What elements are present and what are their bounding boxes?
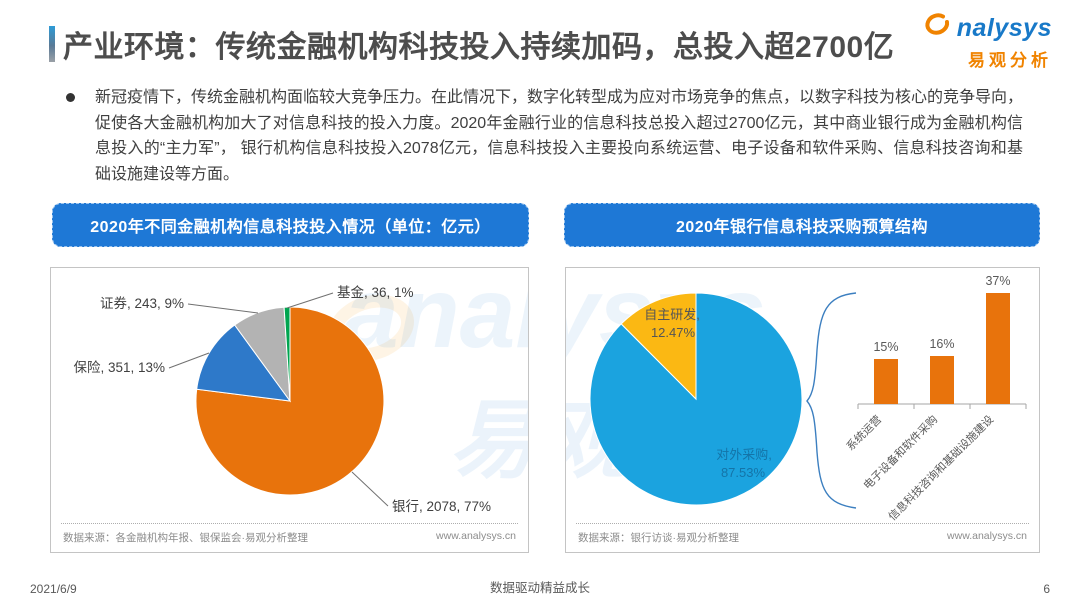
left-chart-panel: analysys 易观 银行, 2078, 77%保险, 351, 13%证券,… [50,267,529,553]
left-source-text: 数据来源：各金融机构年报、银保监会·易观分析整理 [63,532,308,544]
pie-pct-对外采购: 87.53% [721,465,766,480]
pie-label-对外采购: 对外采购, [716,447,772,462]
logo-swirl-icon [923,12,955,45]
bar-category-label: 系统运营 [843,412,884,453]
bar-value-label: 37% [985,274,1010,288]
divider [576,523,1029,524]
logo-brand-text: nalysys [956,14,1052,42]
brace-connector [806,292,857,509]
divider [61,523,518,524]
right-chart-title-banner: 2020年银行信息科技采购预算结构 [564,203,1040,247]
leader-line-基金 [286,292,334,309]
bar-value-label: 16% [929,337,954,351]
pie-chart-institution-it-spend: 银行, 2078, 77% 保险, 351, 13% 证券, 243, 9% 基金, … [73,284,491,514]
right-source-text: 数据来源：银行访谈·易观分析整理 [578,532,739,544]
right-site-text: www.analysys.cn [947,530,1027,542]
analysys-logo: nalysys 易观分析 [923,12,1052,71]
pie-slice-自主研发 [620,292,697,401]
logo-cn-text: 易观分析 [968,51,1052,70]
bar-信息科技咨询和基础设施建设 [986,293,1010,404]
bullet-icon [66,93,75,102]
leader-line-银行 [351,471,389,507]
bar-category-label: 信息科技咨询和基础设施建设 [885,412,996,523]
bar-value-label: 15% [873,340,898,354]
pie-label-银行: 银行, 2078, 77% [392,499,491,514]
right-chart-panel: analysys 易观 对外采购,87.53%自主研发,12.47%15%系统运… [565,267,1040,553]
pie-label-保险: 保险, 351, 13% [73,360,165,375]
pie-label-基金: 基金, 36, 1% [337,284,414,300]
leader-line-保险 [168,352,210,369]
bar-电子设备和软件采购 [930,356,954,404]
summary-paragraph: 新冠疫情下，传统金融机构面临较大竞争压力。在此情况下，数字化转型成为应对市场竞争… [95,89,1024,183]
footer-slogan: 数据驱动精益成长 [489,581,590,595]
footer-date: 2021/6/9 [30,582,77,596]
pie-label-自主研发: 自主研发, [644,307,700,322]
pie-and-bar-chart-bank-procurement: 对外采购,87.53%自主研发,12.47%15%系统运营16%电子设备和软件采… [589,274,1027,523]
footer-page-number: 6 [1043,582,1050,596]
pie-pct-自主研发: 12.47% [651,325,696,340]
pie-label-证券: 证券, 243, 9% [100,296,184,311]
left-chart-title-banner: 2020年不同金融机构信息科技投入情况（单位：亿元） [52,203,529,247]
bar-系统运营 [874,359,898,404]
title-accent-bar [49,26,55,62]
page-title: 产业环境：传统金融机构科技投入持续加码，总投入超2700亿 [63,31,895,64]
left-site-text: www.analysys.cn [436,530,516,542]
leader-line-证券 [187,303,259,314]
